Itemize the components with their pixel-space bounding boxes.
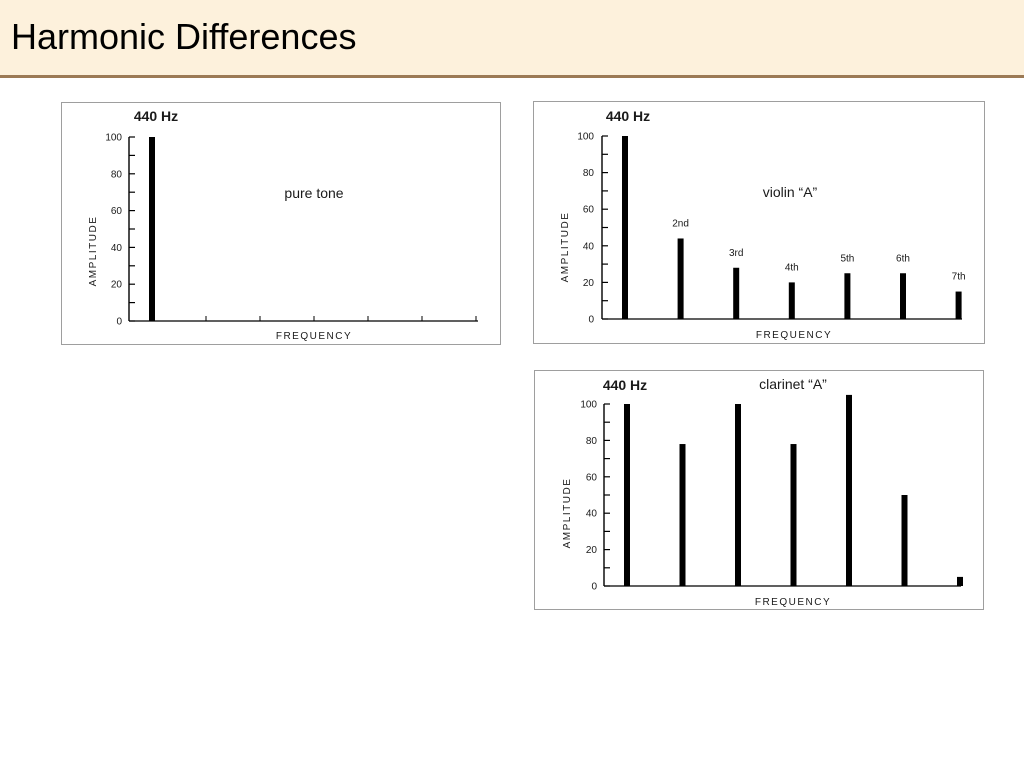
bar	[735, 404, 741, 586]
bar	[955, 291, 962, 319]
bar	[149, 137, 155, 321]
chart-panel-pure-tone: 440 Hz pure tone 0 20 40 60 80 100 AMPLITUDE FREQ…	[61, 102, 501, 345]
chart-panel-clarinet: 440 Hz clarinet “A” 0 20 40 60 80 100 AMPLITUDE F…	[534, 370, 984, 610]
chart-title: 440 Hz	[606, 108, 650, 124]
bar	[844, 273, 851, 319]
y-axis-label: AMPLITUDE	[560, 212, 571, 283]
x-axis-label: FREQUENCY	[276, 331, 352, 342]
chart-annotation: pure tone	[284, 185, 343, 201]
y-tick-label: 100	[580, 400, 597, 411]
bar	[790, 444, 797, 586]
y-tick-label: 100	[105, 133, 122, 144]
y-tick-label: 0	[591, 582, 597, 593]
y-tick-label: 20	[583, 278, 595, 289]
bar-label: 4th	[785, 262, 799, 273]
slide-title-bar: Harmonic Differences	[0, 0, 1024, 78]
y-tick-label: 0	[588, 315, 594, 326]
violin-chart: 440 Hz violin “A” 0 20 40 60 80 100 AMPLITUDE FRE…	[560, 108, 966, 341]
slide-title: Harmonic Differences	[11, 16, 357, 57]
x-axis-label: FREQUENCY	[756, 330, 832, 341]
bar	[846, 394, 852, 586]
bar	[679, 444, 686, 586]
chart-annotation: violin “A”	[763, 184, 818, 200]
clarinet-chart: 440 Hz clarinet “A” 0 20 40 60 80 100 AMPLITUDE F…	[562, 376, 963, 608]
y-tick-label: 0	[116, 317, 122, 328]
x-axis-label: FREQUENCY	[755, 597, 831, 608]
bar	[901, 495, 908, 586]
bar	[677, 238, 684, 319]
bar-label: 6th	[896, 253, 910, 264]
y-tick-label: 40	[111, 243, 123, 254]
y-axis-label: AMPLITUDE	[562, 478, 573, 549]
pure-tone-chart: 440 Hz pure tone 0 20 40 60 80 100 AMPLITUDE FREQ…	[88, 108, 478, 342]
chart-title: 440 Hz	[134, 108, 178, 124]
bar-label: 5th	[840, 253, 854, 264]
y-tick-label: 20	[586, 545, 598, 556]
chart-annotation: clarinet “A”	[759, 376, 827, 392]
y-tick-label: 80	[583, 168, 595, 179]
bar	[733, 267, 740, 319]
bar-label: 7th	[952, 272, 966, 283]
bar	[622, 136, 628, 319]
chart-title: 440 Hz	[603, 377, 647, 393]
y-tick-label: 60	[111, 206, 123, 217]
bar-label: 2nd	[672, 218, 689, 229]
y-tick-label: 80	[111, 169, 123, 180]
bar-label: 3rd	[729, 248, 743, 259]
y-axis-label: AMPLITUDE	[88, 216, 99, 287]
y-tick-label: 60	[586, 472, 598, 483]
y-tick-label: 40	[583, 241, 595, 252]
bar	[900, 273, 906, 319]
bar	[624, 404, 630, 586]
bar	[788, 282, 795, 319]
y-tick-label: 80	[586, 436, 598, 447]
chart-panel-violin: 440 Hz violin “A” 0 20 40 60 80 100 AMPLITUDE FRE…	[533, 101, 985, 344]
bar	[957, 576, 963, 586]
y-tick-label: 60	[583, 205, 595, 216]
y-tick-label: 40	[586, 509, 598, 520]
y-tick-label: 100	[577, 132, 594, 143]
y-tick-label: 20	[111, 280, 123, 291]
